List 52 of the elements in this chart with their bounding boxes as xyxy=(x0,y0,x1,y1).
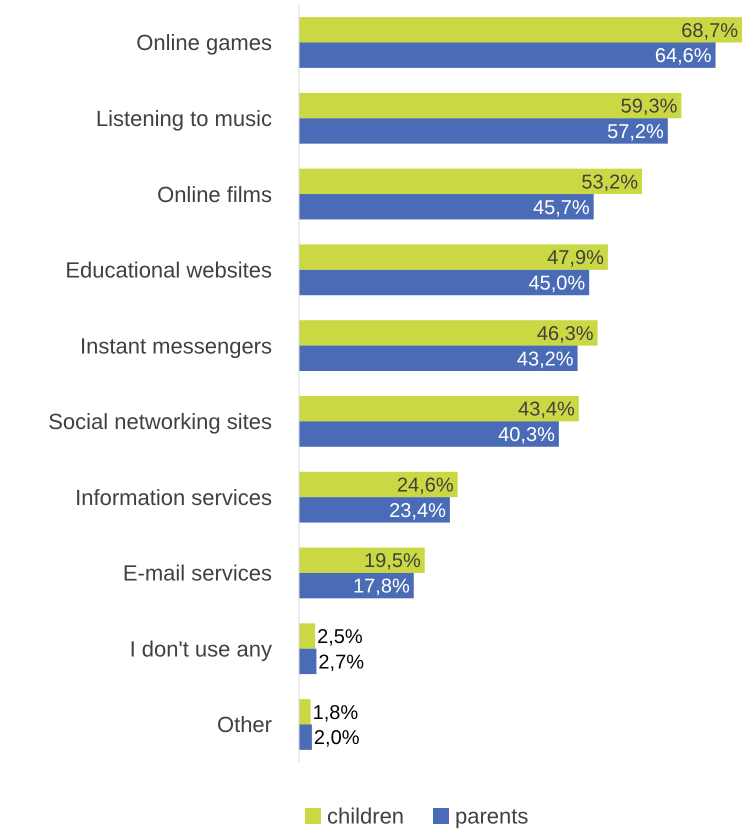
legend-label: parents xyxy=(455,804,528,829)
data-label: 1,8% xyxy=(312,702,358,724)
data-label: 2,0% xyxy=(314,727,360,750)
bar xyxy=(299,548,425,573)
data-label: 45,7% xyxy=(532,196,590,219)
data-label: 68,7% xyxy=(681,20,738,42)
bar xyxy=(299,724,312,750)
y-tick-label: Instant messengers xyxy=(80,333,272,358)
legend-label: children xyxy=(327,804,404,829)
data-label: 2,7% xyxy=(318,651,364,674)
data-label: 53,2% xyxy=(581,171,638,194)
data-label: 23,4% xyxy=(389,500,446,522)
y-tick-label: Educational websites xyxy=(65,258,272,283)
bar xyxy=(299,346,578,371)
bar xyxy=(299,194,594,220)
bar xyxy=(299,320,598,346)
bar xyxy=(299,244,608,270)
y-tick-label: Social networking sites xyxy=(48,409,272,434)
bar xyxy=(299,17,742,43)
bar xyxy=(299,92,682,118)
bar xyxy=(299,42,716,68)
data-label: 43,4% xyxy=(518,398,576,421)
y-tick-label: Listening to music xyxy=(96,106,272,131)
data-label: 57,2% xyxy=(607,120,664,143)
data-label: 40,3% xyxy=(498,424,556,446)
data-label: 43,2% xyxy=(516,348,574,370)
data-label: 19,5% xyxy=(364,550,421,572)
data-label: 64,6% xyxy=(654,45,712,68)
data-label: 59,3% xyxy=(620,96,678,118)
bar xyxy=(299,472,458,498)
y-tick-label: Online games xyxy=(136,30,272,56)
data-label: 46,3% xyxy=(536,322,594,345)
bar xyxy=(299,648,316,674)
bar xyxy=(299,396,579,422)
bar xyxy=(299,623,316,649)
bar xyxy=(299,168,642,194)
data-label: 17,8% xyxy=(353,576,410,598)
data-label: 24,6% xyxy=(396,474,454,496)
y-tick-label: Other xyxy=(216,712,272,738)
y-tick-label: Online films xyxy=(157,182,272,207)
bar xyxy=(299,118,668,144)
y-tick-label: Information services xyxy=(75,484,272,510)
y-tick-label: E-mail services xyxy=(122,560,272,586)
bar xyxy=(299,421,559,447)
bar xyxy=(299,572,414,598)
bar xyxy=(299,497,450,523)
data-label: 2,5% xyxy=(317,626,363,648)
data-label: 47,9% xyxy=(547,247,604,270)
y-tick-label: I don't use any xyxy=(130,636,272,662)
data-label: 45,0% xyxy=(528,272,586,295)
bar xyxy=(299,699,311,724)
bar xyxy=(299,270,590,296)
